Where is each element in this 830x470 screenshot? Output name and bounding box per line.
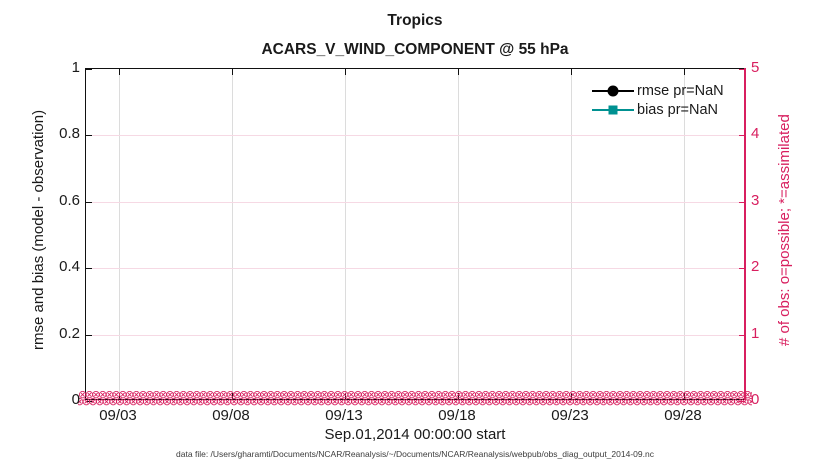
- x-gridline: [232, 69, 233, 399]
- x-tick-top: [684, 69, 685, 75]
- right-axis-line: [744, 68, 746, 400]
- y-tick-right: [739, 334, 745, 336]
- x-tick-label: 09/13: [325, 407, 363, 424]
- y-tick-right: [739, 401, 745, 402]
- y-tick-right: [739, 69, 745, 70]
- x-tick-label: 09/18: [438, 407, 476, 424]
- bias-square-marker-icon: [608, 105, 618, 114]
- y-tick-label-left: 1: [71, 59, 80, 76]
- x-tick-label: 09/23: [551, 407, 589, 424]
- y-tick-left: [86, 268, 92, 270]
- obs-markers-row: ⊗⊗⊗⊗⊗⊗⊗⊗⊗⊗⊗⊗⊗⊗⊗⊗⊗⊗⊗⊗⊗⊗⊗⊗⊗⊗⊗⊗⊗⊗⊗⊗⊗⊗⊗⊗⊗⊗⊗⊗…: [78, 391, 752, 401]
- legend-label-bias: bias pr=NaN: [637, 101, 718, 118]
- obs-markers-row: ⊗⊗⊗⊗⊗⊗⊗⊗⊗⊗⊗⊗⊗⊗⊗⊗⊗⊗⊗⊗⊗⊗⊗⊗⊗⊗⊗⊗⊗⊗⊗⊗⊗⊗⊗⊗⊗⊗⊗⊗…: [78, 394, 752, 408]
- y-tick-label-left: 0.6: [59, 191, 80, 209]
- figure-title: Tropics: [387, 12, 443, 29]
- y-gridline: [86, 334, 745, 336]
- y-tick-label-right: 4: [751, 125, 760, 143]
- x-gridline: [458, 69, 459, 399]
- y-gridline: [86, 135, 745, 137]
- legend-label-rmse: rmse pr=NaN: [637, 82, 724, 99]
- x-gridline: [345, 69, 346, 399]
- rmse-circle-marker-icon: [607, 85, 619, 96]
- y-tick-right: [739, 268, 745, 270]
- x-tick-label: 09/08: [212, 407, 250, 424]
- y-tick-label-left: 0.2: [59, 324, 80, 342]
- x-tick-bottom: [345, 393, 346, 399]
- y-tick-label-left: 0: [71, 391, 80, 408]
- y-tick-label-left: 0.4: [59, 258, 80, 276]
- data-file-caption: data file: /Users/gharamti/Documents/NCA…: [176, 449, 654, 459]
- rmse-line-icon: [592, 85, 634, 96]
- x-axis-label: Sep.01,2014 00:00:00 start: [324, 426, 506, 443]
- legend: rmse pr=NaN bias pr=NaN: [592, 81, 742, 119]
- y-gridline: [86, 201, 745, 203]
- y-tick-label-right: 5: [751, 59, 760, 76]
- x-gridline: [571, 69, 572, 399]
- x-gridline: [684, 69, 685, 399]
- y-tick-right: [739, 201, 745, 203]
- y-tick-left: [86, 135, 92, 137]
- y-tick-label-right: 3: [751, 191, 760, 209]
- x-tick-bottom: [684, 393, 685, 399]
- x-tick-top: [345, 69, 346, 75]
- x-tick-top: [232, 69, 233, 75]
- x-tick-label: 09/28: [664, 407, 702, 424]
- y-tick-left: [86, 69, 92, 70]
- x-tick-bottom: [458, 393, 459, 399]
- y-tick-left: [86, 401, 92, 402]
- legend-item-rmse: rmse pr=NaN: [592, 81, 742, 100]
- x-tick-label: 09/03: [99, 407, 137, 424]
- y-tick-right: [739, 135, 745, 137]
- x-tick-top: [119, 69, 120, 75]
- x-tick-bottom: [119, 393, 120, 399]
- x-gridline: [119, 69, 120, 399]
- left-axis-label: rmse and bias (model - observation): [30, 109, 47, 350]
- obs-markers-band: ⊗⊗⊗⊗⊗⊗⊗⊗⊗⊗⊗⊗⊗⊗⊗⊗⊗⊗⊗⊗⊗⊗⊗⊗⊗⊗⊗⊗⊗⊗⊗⊗⊗⊗⊗⊗⊗⊗⊗⊗…: [78, 391, 752, 408]
- y-tick-left: [86, 201, 92, 203]
- y-tick-label-right: 1: [751, 324, 760, 342]
- legend-item-bias: bias pr=NaN: [592, 100, 742, 119]
- plot-area: [85, 68, 745, 402]
- bias-line-icon: [592, 105, 634, 114]
- y-tick-label-right: 2: [751, 258, 760, 276]
- x-tick-top: [458, 69, 459, 75]
- y-tick-label-right: 0: [751, 391, 760, 408]
- x-tick-top: [571, 69, 572, 75]
- x-tick-bottom: [232, 393, 233, 399]
- y-gridline: [86, 268, 745, 270]
- x-tick-bottom: [571, 393, 572, 399]
- y-tick-left: [86, 334, 92, 336]
- y-tick-label-left: 0.8: [59, 125, 80, 143]
- figure-subtitle: ACARS_V_WIND_COMPONENT @ 55 hPa: [261, 41, 569, 58]
